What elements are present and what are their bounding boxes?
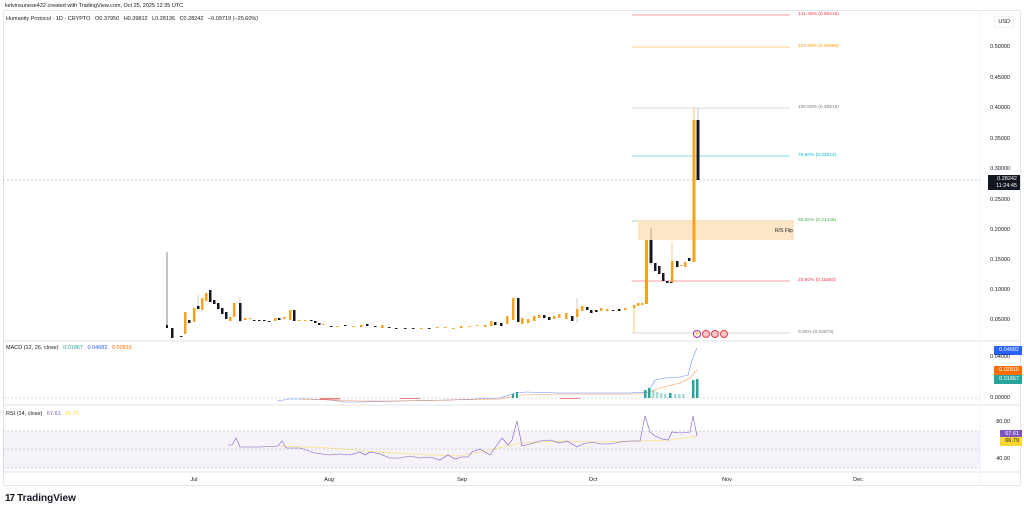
rsi-ma-tag: 66.79 [1000,437,1022,446]
price-tick: 0.10000 [990,287,1010,293]
tradingview-logo-icon: 17 [5,493,15,504]
macd-tick: 0.04000 [990,354,1010,360]
tradingview-logo-text: TradingView [17,493,76,504]
rsi-ma-value: 66.79 [65,411,79,417]
price-tick: 0.15000 [990,257,1010,263]
macd-signal-tag: 0.02816 [994,366,1022,375]
price-tick: 0.05000 [990,317,1010,323]
chart-credit: kelvinsunese422 created with TradingView… [5,3,184,9]
fib-label-100: 100.00% (0.39919) [798,105,839,110]
macd-tick: 0.00000 [990,395,1010,401]
price-tick: 0.35000 [990,136,1010,142]
month-label: Aug [324,477,334,483]
ohlc-change: −0.09719 (−25.60%) [207,16,259,22]
currency-button[interactable]: USD [994,16,1014,28]
candle-countdown: 11:24:45 [995,182,1017,189]
rs-flip-zone [638,220,794,240]
current-price-tag: 0.28242 11:24:45 [988,175,1020,190]
macd-histogram-value: 0.01867 [63,345,83,351]
macd-line-tag: 0.04682 [994,346,1022,355]
fib-label-0: 0.00% (0.02973) [798,330,834,335]
us-flag-event-icon[interactable] [711,330,719,338]
ohlc-close: C0.28242 [179,16,204,22]
month-label: Dec [853,477,863,483]
fib-label-23: 23.60% (0.11693) [798,278,836,283]
rsi-tick: 40.00 [996,456,1010,462]
macd-legend: MACD (12, 26, close) 0.01867 0.04682 0.0… [6,345,135,351]
us-flag-event-icon[interactable] [702,330,710,338]
month-label: Oct [588,477,598,483]
ohlc-low: L0.28136 [152,16,176,22]
rsi-legend: RSI (14, close) 67.61 66.79 [6,411,82,417]
symbol-legend: Humanity Protocol · 1D · CRYPTO O0.37950… [6,16,261,22]
month-label: Nov [722,477,732,483]
macd-signal-value: 0.02816 [111,345,132,351]
rsi-value: 67.61 [46,411,61,417]
macd-title: MACD (12, 26, close) [6,345,59,351]
chart-frame [3,10,1021,486]
price-tick: 0.50000 [990,44,1010,50]
fib-label-127: 127.20% (0.49868) [798,44,839,49]
macd-line-value: 0.04682 [87,345,108,351]
fib-label-50: 50.00% (0.21446) [798,218,837,223]
current-price: 0.28242 [997,176,1017,182]
rsi-tick: 80.00 [996,419,1010,425]
rsi-tag: 67.61 [1000,430,1022,439]
price-tick: 0.45000 [990,75,1010,81]
macd-histogram-tag: 0.01867 [994,375,1022,384]
lightning-event-icon[interactable]: ⚡ [693,330,701,338]
fib-label-78: 78.60% (0.32012) [798,153,837,158]
us-flag-event-icon[interactable] [720,330,728,338]
tradingview-logo[interactable]: 17 TradingView [5,493,76,504]
fib-label-141: 141.40% (0.55215) [798,12,839,17]
rs-flip-label: R/S Flip [775,228,793,234]
event-markers: ⚡ [693,330,728,338]
symbol-title: Humanity Protocol · 1D · CRYPTO [6,16,91,22]
price-tick: 0.20000 [990,227,1010,233]
rsi-title: RSI (14, close) [6,411,43,417]
ohlc-open: O0.37950 [95,16,120,22]
ohlc-high: H0.39812 [123,16,148,22]
price-tick: 0.40000 [990,105,1010,111]
price-tick: 0.30000 [990,166,1010,172]
month-label: Jul [190,477,198,483]
month-label: Sep [457,477,467,483]
price-tick: 0.25000 [990,197,1010,203]
candles [166,108,700,338]
